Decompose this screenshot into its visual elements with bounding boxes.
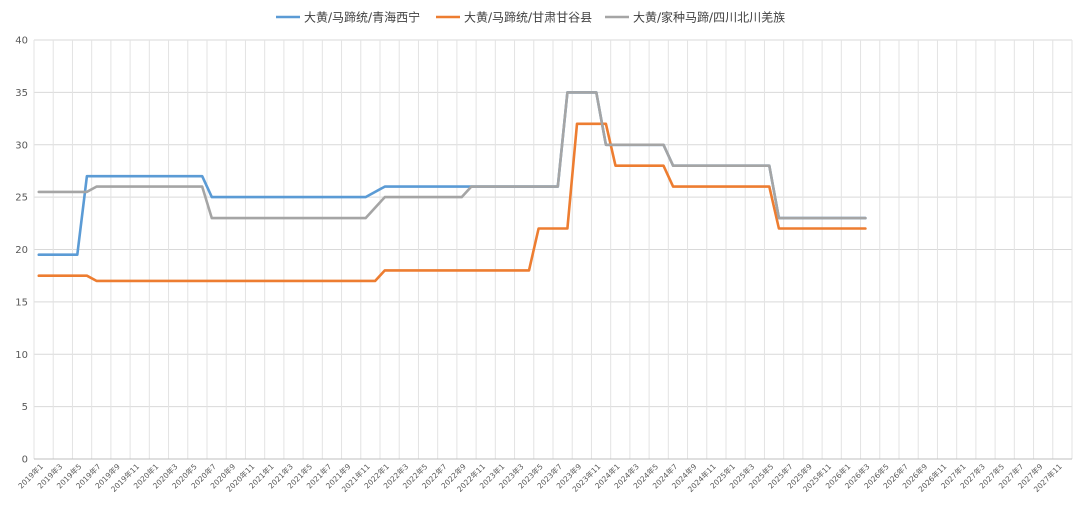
series-line-1 [37, 91, 867, 256]
y-axis-ticks: 0 5 10 15 20 25 30 35 40 [15, 36, 28, 466]
y-tick-label: 15 [15, 297, 28, 308]
y-tick-label: 10 [15, 350, 28, 361]
y-tick-label: 0 [22, 455, 28, 466]
series-lines [37, 91, 867, 283]
y-tick-label: 35 [15, 88, 28, 99]
legend: 大黄/马蹄统/青海西宁 大黄/马蹄统/甘肃甘谷县 大黄/家种马蹄/四川北川羌族 [276, 10, 785, 25]
y-tick-label: 5 [22, 402, 28, 413]
grid-lines [33, 39, 1073, 460]
x-axis-ticks: 2019年12019年32019年52019年72019年92019年11202… [16, 461, 1064, 494]
y-tick-label: 20 [15, 245, 28, 256]
y-tick-label: 30 [15, 140, 28, 151]
legend-label-2: 大黄/马蹄统/甘肃甘谷县 [464, 10, 592, 25]
legend-label-3: 大黄/家种马蹄/四川北川羌族 [633, 10, 785, 25]
legend-label-1: 大黄/马蹄统/青海西宁 [304, 10, 420, 25]
series-line-3 [37, 91, 867, 220]
y-tick-label: 25 [15, 193, 28, 204]
series-line-2 [37, 122, 867, 283]
y-tick-label: 40 [15, 36, 28, 47]
